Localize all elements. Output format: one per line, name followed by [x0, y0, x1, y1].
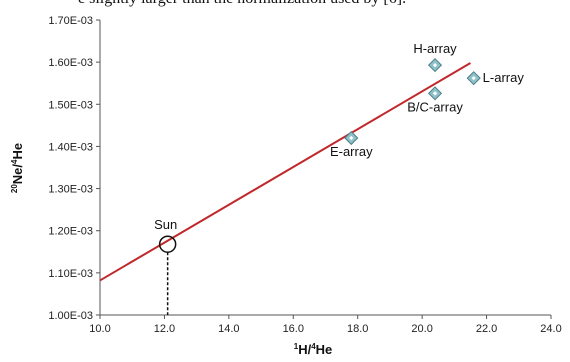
x-axis-title: 1H/4He [294, 342, 333, 357]
x-tick-label: 24.0 [540, 323, 561, 335]
y-axis-title: 20Ne/4He [10, 143, 25, 193]
x-tick-label: 14.0 [218, 323, 239, 335]
y-tick-label: 1.30E-03 [48, 184, 93, 196]
x-tick-label: 10.0 [89, 323, 110, 335]
header-text-fragment: e slightly larger than the normalization… [0, 0, 570, 8]
data-point-label: E-array [330, 144, 373, 159]
data-points: H-array L-array B/C-array E-array [330, 41, 524, 159]
data-point-label: H-array [413, 41, 457, 56]
y-tick-label: 1.70E-03 [48, 15, 93, 27]
sun-label: Sun [154, 217, 177, 232]
y-tick-label: 1.50E-03 [48, 99, 93, 111]
y-tick-label: 1.20E-03 [48, 226, 93, 238]
plot-area [99, 20, 551, 316]
x-tick-label: 16.0 [283, 323, 304, 335]
data-point-marker-center [349, 135, 354, 141]
y-tick-label: 1.10E-03 [48, 268, 93, 280]
y-tick-label: 1.60E-03 [48, 57, 93, 69]
sun-marker [158, 235, 177, 253]
data-point-label: L-array [483, 70, 525, 85]
fit-line [99, 62, 471, 282]
fit-line-group [99, 62, 471, 282]
x-axis-ticks: 10.0 12.0 14.0 16.0 18.0 20.0 22.0 24.0 [89, 315, 562, 335]
x-tick-label: 18.0 [347, 323, 368, 335]
x-tick-label: 20.0 [411, 323, 432, 335]
y-tick-label: 1.00E-03 [48, 310, 93, 322]
y-tick-label: 1.40E-03 [48, 141, 93, 153]
x-tick-label: 12.0 [154, 323, 175, 335]
sun-marker-group: Sun [154, 217, 177, 315]
x-tick-label: 22.0 [476, 323, 497, 335]
y-axis-ticks: 1.00E-03 1.10E-03 1.20E-03 1.30E-03 1.40E-03… [48, 15, 100, 322]
data-point-label: B/C-array [407, 99, 463, 114]
